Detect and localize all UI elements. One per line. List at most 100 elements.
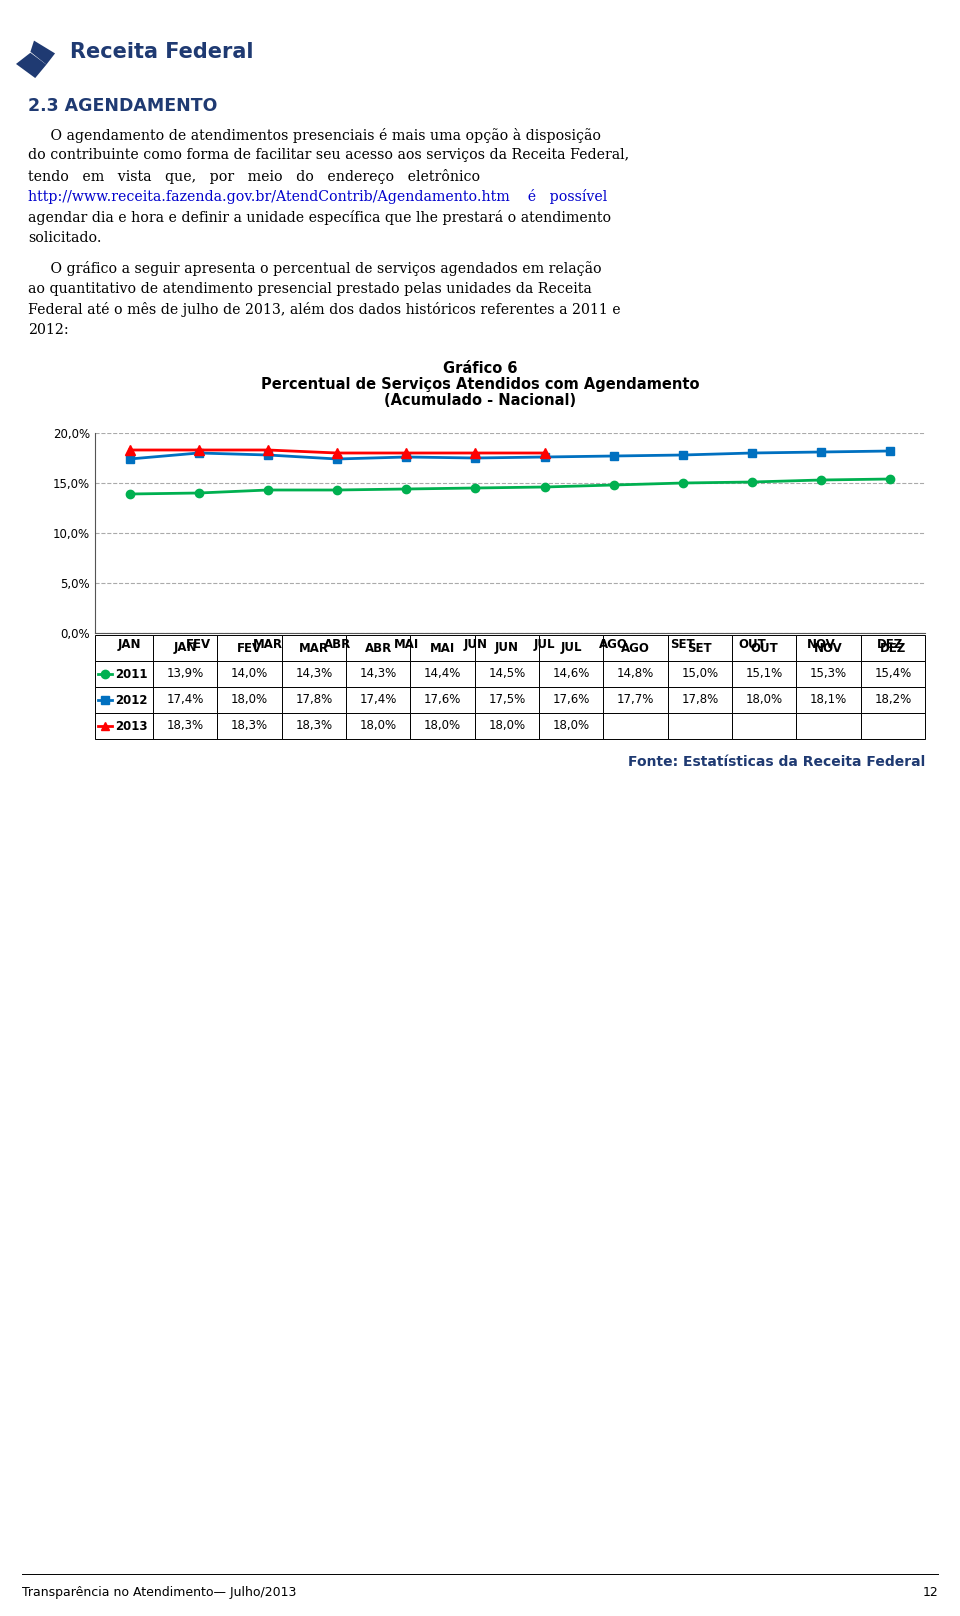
Bar — [861, 635, 925, 661]
Bar — [539, 687, 603, 713]
Bar — [217, 661, 281, 687]
Bar — [861, 661, 925, 687]
Bar — [474, 713, 539, 739]
Bar — [539, 635, 603, 661]
Text: 14,4%: 14,4% — [423, 667, 461, 680]
Bar — [346, 713, 410, 739]
Text: 18,2%: 18,2% — [875, 693, 911, 706]
Text: 17,6%: 17,6% — [423, 693, 461, 706]
Bar — [861, 687, 925, 713]
Bar — [603, 713, 667, 739]
Text: 2011: 2011 — [115, 667, 148, 680]
Bar — [667, 713, 732, 739]
Bar — [603, 687, 667, 713]
Text: http://www.receita.fazenda.gov.br/AtendContrib/Agendamento.htm    é   possível: http://www.receita.fazenda.gov.br/AtendC… — [28, 189, 608, 205]
Text: ao quantitativo de atendimento presencial prestado pelas unidades da Receita: ao quantitativo de atendimento presencia… — [28, 281, 591, 296]
Bar — [217, 713, 281, 739]
Text: agendar dia e hora e definir a unidade específica que lhe prestará o atendimento: agendar dia e hora e definir a unidade e… — [28, 210, 612, 225]
Text: 2013: 2013 — [115, 719, 148, 732]
Bar — [346, 687, 410, 713]
Text: 18,1%: 18,1% — [810, 693, 847, 706]
Text: MAI: MAI — [430, 642, 455, 654]
Text: 18,0%: 18,0% — [360, 719, 396, 732]
Bar — [281, 713, 346, 739]
Text: Fonte: Estatísticas da Receita Federal: Fonte: Estatísticas da Receita Federal — [628, 755, 925, 769]
Text: NOV: NOV — [814, 642, 843, 654]
Bar — [281, 687, 346, 713]
Text: JUL: JUL — [561, 642, 582, 654]
Bar — [410, 713, 474, 739]
Text: 18,3%: 18,3% — [231, 719, 268, 732]
Text: FEV: FEV — [237, 642, 262, 654]
Bar — [797, 635, 861, 661]
Bar — [603, 635, 667, 661]
Bar — [410, 687, 474, 713]
Bar — [732, 635, 797, 661]
Bar — [95, 713, 153, 739]
Text: solicitado.: solicitado. — [28, 231, 102, 244]
Bar — [217, 635, 281, 661]
Text: 18,0%: 18,0% — [424, 719, 461, 732]
Text: do contribuinte como forma de facilitar seu acesso aos serviços da Receita Feder: do contribuinte como forma de facilitar … — [28, 149, 629, 163]
Text: Transparência no Atendimento— Julho/2013: Transparência no Atendimento— Julho/2013 — [22, 1585, 297, 1598]
Bar — [732, 687, 797, 713]
Text: 17,8%: 17,8% — [682, 693, 718, 706]
Bar — [281, 635, 346, 661]
Bar — [153, 661, 217, 687]
Text: 17,5%: 17,5% — [489, 693, 525, 706]
Text: tendo   em   vista   que,   por   meio   do   endereço   eletrônico: tendo em vista que, por meio do endereço… — [28, 170, 480, 184]
Bar — [410, 635, 474, 661]
Text: MAR: MAR — [299, 642, 329, 654]
Text: 14,0%: 14,0% — [230, 667, 268, 680]
Bar — [217, 687, 281, 713]
Text: 15,0%: 15,0% — [682, 667, 718, 680]
Bar — [95, 661, 153, 687]
Text: AGO: AGO — [621, 642, 650, 654]
Text: O gráfico a seguir apresenta o percentual de serviços agendados em relação: O gráfico a seguir apresenta o percentua… — [28, 262, 602, 276]
Text: Gráfico 6: Gráfico 6 — [443, 360, 517, 377]
Text: Receita Federal: Receita Federal — [70, 42, 253, 61]
Text: 2012:: 2012: — [28, 323, 69, 336]
Bar — [667, 635, 732, 661]
Text: 17,7%: 17,7% — [617, 693, 654, 706]
Text: JAN: JAN — [174, 642, 197, 654]
Text: 2.3 AGENDAMENTO: 2.3 AGENDAMENTO — [28, 97, 217, 115]
Text: 17,4%: 17,4% — [359, 693, 396, 706]
Text: (Acumulado - Nacional): (Acumulado - Nacional) — [384, 393, 576, 407]
Text: 18,0%: 18,0% — [553, 719, 589, 732]
Bar — [797, 713, 861, 739]
Text: JUN: JUN — [494, 642, 518, 654]
Bar — [667, 661, 732, 687]
Bar — [474, 635, 539, 661]
Text: 18,3%: 18,3% — [296, 719, 332, 732]
Text: 17,6%: 17,6% — [552, 693, 589, 706]
Text: 15,4%: 15,4% — [875, 667, 911, 680]
Text: 14,8%: 14,8% — [617, 667, 654, 680]
Polygon shape — [31, 40, 55, 65]
Text: 2012: 2012 — [115, 693, 148, 706]
Text: 17,8%: 17,8% — [296, 693, 332, 706]
Text: SET: SET — [687, 642, 712, 654]
Text: 15,1%: 15,1% — [746, 667, 782, 680]
Text: 17,4%: 17,4% — [166, 693, 204, 706]
Text: 12: 12 — [923, 1585, 938, 1598]
Text: 14,3%: 14,3% — [360, 667, 396, 680]
Bar — [346, 635, 410, 661]
Bar — [861, 713, 925, 739]
Text: OUT: OUT — [751, 642, 778, 654]
Polygon shape — [16, 53, 46, 78]
Text: 13,9%: 13,9% — [166, 667, 204, 680]
Text: 14,5%: 14,5% — [489, 667, 525, 680]
Text: Federal até o mês de julho de 2013, além dos dados históricos referentes a 2011 : Federal até o mês de julho de 2013, além… — [28, 302, 620, 317]
Bar — [95, 687, 153, 713]
Bar — [797, 687, 861, 713]
Text: O agendamento de atendimentos presenciais é mais uma opção à disposição: O agendamento de atendimentos presenciai… — [28, 128, 601, 142]
Bar — [732, 713, 797, 739]
Bar — [797, 661, 861, 687]
Bar — [667, 687, 732, 713]
Text: Percentual de Serviços Atendidos com Agendamento: Percentual de Serviços Atendidos com Age… — [261, 377, 699, 393]
Bar — [603, 661, 667, 687]
Text: 18,0%: 18,0% — [231, 693, 268, 706]
Text: 14,6%: 14,6% — [552, 667, 589, 680]
Bar — [153, 713, 217, 739]
